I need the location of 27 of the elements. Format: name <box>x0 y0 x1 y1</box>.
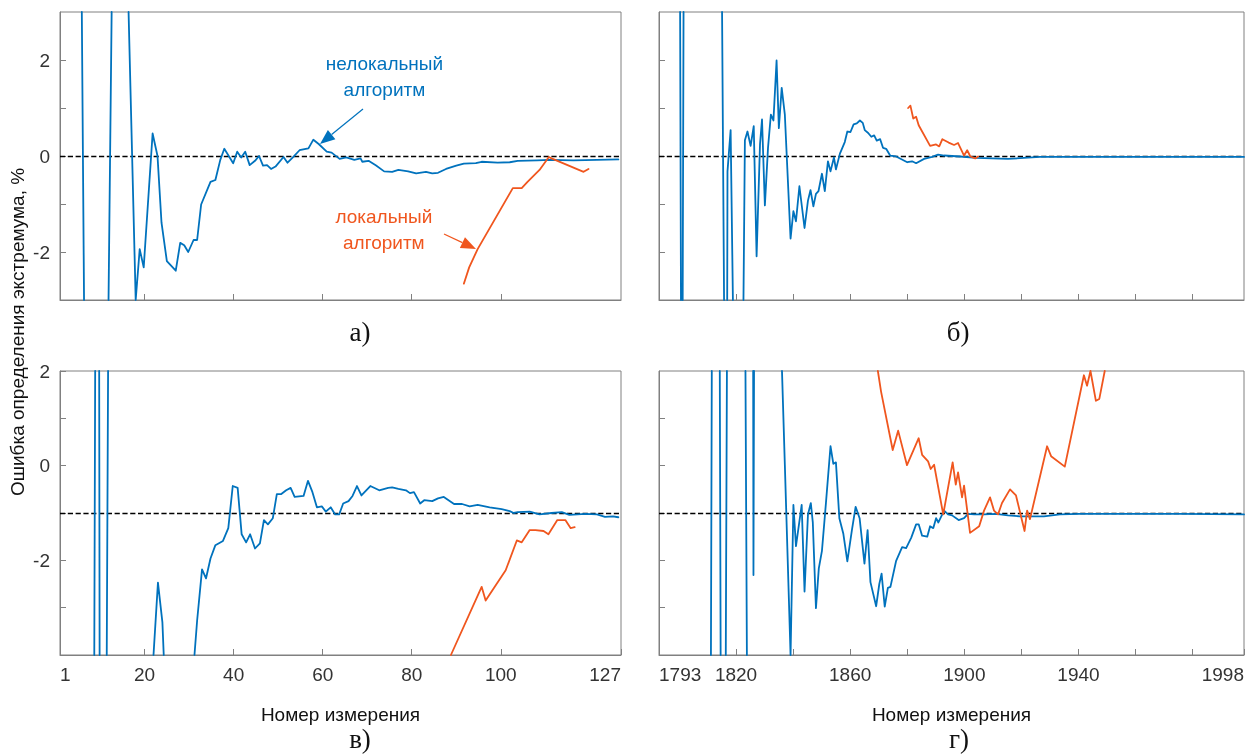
x-tick-label: 60 <box>312 664 334 685</box>
text: г) <box>948 723 970 754</box>
y-tick-label: -2 <box>33 549 50 571</box>
x-tick-label: 1940 <box>1057 664 1100 685</box>
x-tick-label: 1998 <box>1201 664 1244 685</box>
y-tick-label: 2 <box>39 49 50 71</box>
x-tick-label: 1 <box>60 664 71 685</box>
x-tick-label: 80 <box>401 664 423 685</box>
annotation: локальный алгоритм <box>335 205 433 253</box>
x-tick-label: 40 <box>223 664 245 685</box>
x-axis-title: Номер измерения <box>871 704 1032 725</box>
y-tick-label: 2 <box>39 360 50 382</box>
text: а) <box>349 316 371 347</box>
annotation: нелокальный алгоритм <box>325 53 444 101</box>
x-tick-label: 1900 <box>943 664 986 685</box>
text: б) <box>946 316 970 347</box>
x-axis-title: Номер измерения <box>260 704 421 725</box>
x-tick-label: 1793 <box>659 664 702 685</box>
y-tick-label: 0 <box>39 455 50 477</box>
y-tick-label: 0 <box>39 145 50 167</box>
x-tick-label: 100 <box>484 664 517 685</box>
y-tick-label: -2 <box>33 241 50 263</box>
x-tick-label: 1860 <box>829 664 872 685</box>
x-tick-label: 20 <box>134 664 156 685</box>
x-tick-label: 1820 <box>714 664 758 685</box>
y-axis-title: Ошибка определения экстремума, % <box>7 167 29 497</box>
x-tick-label: 127 <box>589 664 621 685</box>
